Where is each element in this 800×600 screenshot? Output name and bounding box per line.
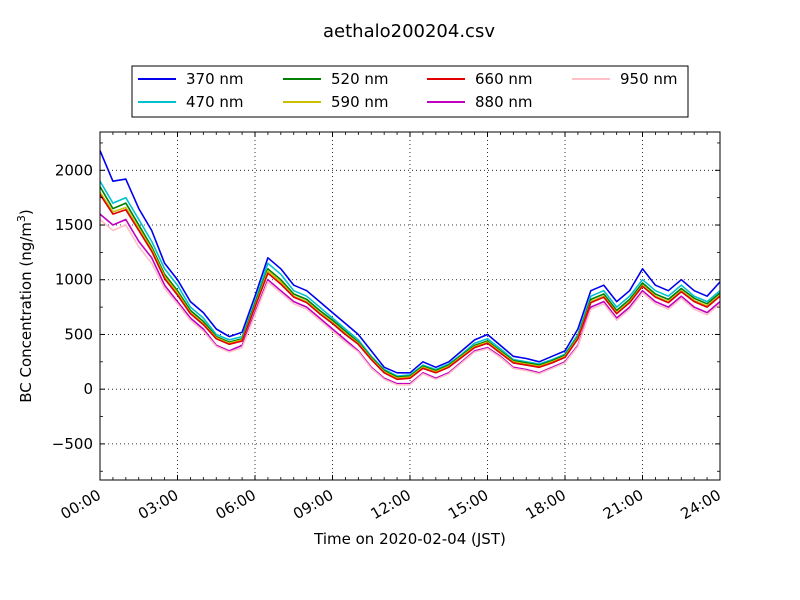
series-line-520-nm [99,186,721,378]
series-line-660-nm [99,193,721,381]
y-axis-label-close: ) [17,209,35,215]
series-line-370-nm [99,150,721,374]
grid [100,132,720,480]
y-tick-label: 500 [64,325,93,343]
x-tick-label: 00:00 [58,486,104,523]
y-axis: −500 0 500 1000 1500 2000 [52,142,720,472]
legend-label: 950 nm [620,70,678,88]
y-tick-label: −500 [52,435,93,453]
series-line-950-nm [99,218,721,386]
x-axis: 00:00 03:00 06:00 09:00 12:00 15:00 18:00 21:00… [58,132,724,523]
y-tick-label: 0 [83,380,93,398]
legend: 370 nm 470 nm 520 nm 590 nm 660 nm 880 nm 950 … [131,65,689,118]
plot-area [99,150,721,386]
x-tick-label: 21:00 [600,486,646,523]
legend-label: 370 nm [186,70,244,88]
series-line-880-nm [99,213,721,385]
x-tick-label: 06:00 [213,486,259,523]
chart-title: aethalo200204.csv [323,21,495,42]
y-axis-label-main: BC Concentration (ng/m [17,222,35,403]
y-tick-label: 2000 [55,161,93,179]
legend-label: 590 nm [331,93,389,111]
legend-label: 470 nm [186,93,244,111]
x-tick-label: 03:00 [135,486,181,523]
x-tick-label: 24:00 [678,486,724,523]
y-axis-label-sup: 3 [15,215,28,222]
y-tick-label: 1500 [55,216,93,234]
y-axis-label: BC Concentration (ng/m3) [15,209,35,403]
legend-label: 520 nm [331,70,389,88]
y-tick-label: 1000 [55,271,93,289]
legend-label: 660 nm [475,70,533,88]
series-line-470-nm [99,180,721,377]
x-tick-label: 18:00 [523,486,569,523]
legend-label: 880 nm [475,93,533,111]
x-tick-label: 12:00 [368,486,414,523]
x-tick-label: 09:00 [290,486,336,523]
x-tick-label: 15:00 [445,486,491,523]
x-axis-label: Time on 2020-02-04 (JST) [313,530,506,548]
legend-box [131,65,689,118]
